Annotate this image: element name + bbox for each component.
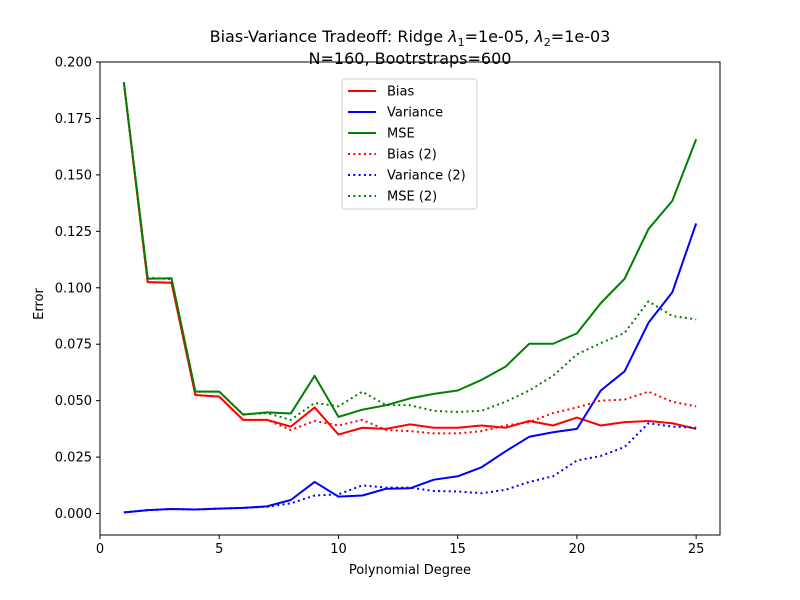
legend-label: Variance (2) — [387, 169, 466, 184]
y-tick-label: 0.100 — [55, 281, 92, 296]
legend: Bias Variance MSE Bias (2) Variance (2) MSE (… — [341, 78, 478, 210]
y-tick-label: 0.000 — [55, 507, 92, 522]
chart-title-line2: N=160, Bootrstraps=600 — [309, 49, 512, 68]
y-tick-label: 0.150 — [55, 168, 92, 183]
axes-frame — [99, 61, 721, 536]
y-tick-label: 0.175 — [55, 112, 92, 127]
y-tick-label: 0.125 — [55, 225, 92, 240]
legend-label: Bias (2) — [387, 148, 437, 163]
y-axis-label: Error — [32, 288, 47, 320]
legend-label: MSE (2) — [387, 190, 437, 205]
axis-ticks: 0 5 10 15 20 25 0.000 0.025 0.050 0.075 0.100 0.125… — [55, 56, 705, 558]
legend-label: Bias — [387, 85, 414, 100]
legend-label: MSE — [387, 127, 415, 142]
chart-title-line1: Bias-Variance Tradeoff: Ridge λ1=1e-05, … — [210, 27, 611, 49]
legend-items: Bias Variance MSE Bias (2) Variance (2) MSE (… — [348, 85, 466, 205]
y-tick-label: 0.200 — [55, 56, 92, 71]
series-line-bias — [122, 82, 697, 436]
y-tick-label: 0.075 — [55, 338, 92, 353]
y-tick-label: 0.025 — [55, 451, 92, 466]
x-tick-label: 0 — [96, 542, 104, 557]
legend-label: Variance — [387, 106, 443, 121]
x-axis-label: Polynomial Degree — [349, 563, 471, 578]
x-tick-label: 20 — [569, 542, 586, 557]
series-line-mse — [122, 82, 698, 418]
series-line-variance-2 — [123, 422, 697, 514]
x-tick-label: 15 — [449, 542, 466, 557]
x-tick-label: 25 — [688, 542, 705, 557]
x-tick-label: 5 — [215, 542, 223, 557]
series-line-mse-2 — [122, 82, 697, 421]
plot-lines — [122, 82, 698, 514]
x-tick-label: 10 — [330, 542, 347, 557]
y-tick-label: 0.050 — [55, 394, 92, 409]
